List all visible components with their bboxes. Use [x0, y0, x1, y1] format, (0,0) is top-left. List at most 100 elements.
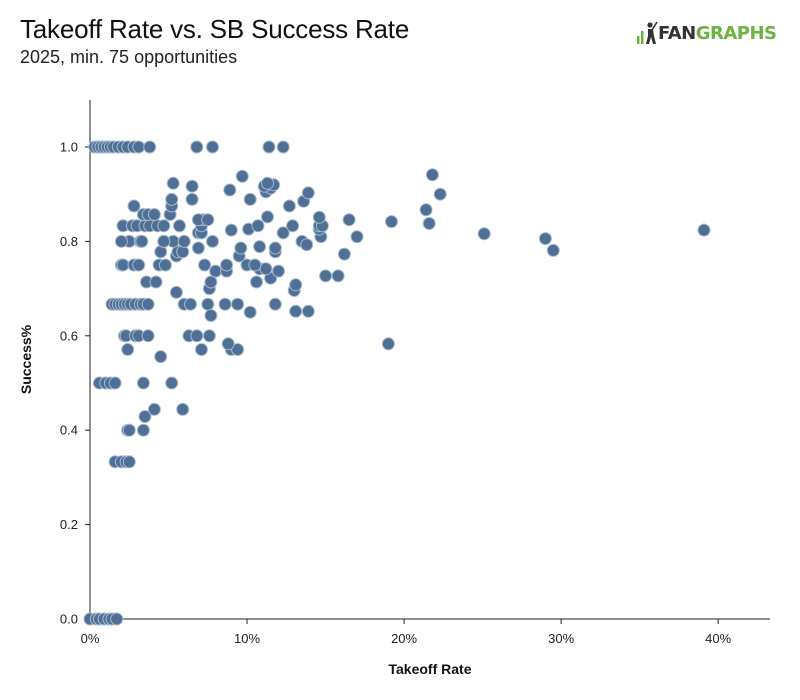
scatter-point[interactable]: [177, 234, 191, 248]
scatter-point[interactable]: [234, 241, 248, 255]
scatter-point[interactable]: [697, 223, 711, 237]
scatter-point[interactable]: [127, 199, 141, 213]
scatter-point[interactable]: [223, 183, 237, 197]
scatter-point[interactable]: [253, 240, 267, 254]
scatter-point[interactable]: [385, 215, 398, 229]
scatter-point[interactable]: [191, 241, 205, 255]
scatter-point[interactable]: [185, 179, 199, 193]
scatter-point[interactable]: [300, 238, 314, 252]
scatter-point[interactable]: [154, 350, 168, 364]
scatter-point[interactable]: [108, 376, 122, 390]
scatter-point[interactable]: [261, 176, 274, 190]
logo-text-graphs: GRAPHS: [695, 22, 777, 44]
scatter-point[interactable]: [259, 262, 273, 276]
scatter-point[interactable]: [268, 297, 282, 311]
scatter-point[interactable]: [141, 329, 155, 343]
x-tick-label: 10%: [234, 631, 260, 646]
scatter-point[interactable]: [231, 343, 245, 356]
scatter-point[interactable]: [141, 297, 155, 311]
x-tick-label: 40%: [705, 631, 731, 646]
scatter-point[interactable]: [546, 243, 560, 257]
scatter-point[interactable]: [204, 309, 218, 322]
scatter-point[interactable]: [136, 376, 150, 390]
scatter-point[interactable]: [121, 343, 135, 356]
fangraphs-logo[interactable]: FAN GRAPHS: [636, 20, 777, 46]
scatter-point[interactable]: [248, 258, 262, 272]
scatter-point[interactable]: [190, 329, 204, 343]
scatter-point[interactable]: [433, 187, 447, 201]
scatter-point[interactable]: [477, 227, 491, 241]
scatter-point[interactable]: [149, 275, 163, 289]
scatter-point[interactable]: [301, 304, 315, 318]
scatter-point[interactable]: [204, 275, 218, 289]
scatter-point[interactable]: [342, 213, 356, 227]
scatter-point[interactable]: [276, 140, 290, 154]
scatter-point[interactable]: [198, 258, 212, 272]
scatter-point[interactable]: [261, 210, 274, 224]
scatter-point[interactable]: [218, 297, 232, 311]
scatter-point[interactable]: [132, 140, 146, 154]
scatter-point[interactable]: [110, 612, 124, 626]
scatter-point[interactable]: [243, 192, 257, 206]
scatter-point[interactable]: [221, 337, 235, 351]
scatter-point[interactable]: [272, 264, 285, 278]
scatter-point[interactable]: [169, 285, 183, 299]
scatter-point[interactable]: [262, 140, 276, 154]
scatter-point[interactable]: [165, 376, 179, 390]
scatter-point[interactable]: [202, 329, 216, 343]
scatter-point[interactable]: [138, 410, 152, 423]
scatter-point[interactable]: [136, 423, 150, 437]
scatter-point[interactable]: [147, 402, 161, 416]
scatter-point[interactable]: [201, 213, 215, 227]
scatter-point[interactable]: [135, 234, 149, 248]
scatter-point[interactable]: [176, 402, 190, 416]
scatter-point[interactable]: [350, 230, 364, 244]
scatter-point[interactable]: [165, 192, 179, 206]
scatter-point[interactable]: [185, 192, 199, 206]
scatter-point[interactable]: [206, 234, 219, 248]
scatter-point[interactable]: [250, 275, 263, 289]
chart-subtitle: 2025, min. 75 opportunities: [20, 47, 238, 67]
scatter-point[interactable]: [268, 241, 282, 255]
scatter-point[interactable]: [157, 234, 171, 248]
scatter-point[interactable]: [132, 258, 146, 272]
scatter-point[interactable]: [143, 140, 157, 154]
scatter-point[interactable]: [195, 343, 208, 356]
scatter-point[interactable]: [224, 223, 238, 237]
scatter-point[interactable]: [282, 199, 296, 213]
scatter-point[interactable]: [251, 219, 265, 233]
scatter-point[interactable]: [206, 140, 219, 154]
scatter-point[interactable]: [331, 269, 345, 283]
scatter-point[interactable]: [114, 234, 128, 248]
scatter-point[interactable]: [301, 186, 315, 200]
scatter-point[interactable]: [166, 176, 180, 190]
scatter-point[interactable]: [157, 219, 171, 233]
scatter-point[interactable]: [422, 217, 436, 230]
scatter-point[interactable]: [419, 203, 433, 217]
scatter-point[interactable]: [122, 423, 136, 437]
scatter-point[interactable]: [209, 264, 223, 278]
scatter-point[interactable]: [235, 169, 249, 183]
scatter-point[interactable]: [190, 140, 204, 154]
scatter-point[interactable]: [158, 258, 172, 272]
scatter-point[interactable]: [381, 337, 395, 351]
scatter-point[interactable]: [286, 219, 300, 233]
scatter-point[interactable]: [116, 258, 130, 272]
scatter-point[interactable]: [289, 278, 303, 292]
scatter-point[interactable]: [337, 247, 351, 261]
scatter-point[interactable]: [312, 210, 326, 224]
scatter-point[interactable]: [538, 232, 552, 246]
scatter-point[interactable]: [231, 297, 245, 311]
scatter-point[interactable]: [173, 219, 186, 233]
scatter-point[interactable]: [184, 297, 197, 311]
scatter-point[interactable]: [319, 269, 333, 283]
scatter-point[interactable]: [425, 168, 439, 182]
scatter-point[interactable]: [276, 226, 290, 240]
scatter-point[interactable]: [147, 208, 161, 221]
scatter-point[interactable]: [243, 305, 257, 319]
y-tick-label: 0.2: [60, 517, 78, 532]
scatter-point[interactable]: [220, 258, 234, 272]
scatter-point[interactable]: [289, 304, 303, 318]
scatter-point[interactable]: [122, 455, 136, 469]
scatter-point[interactable]: [201, 297, 215, 311]
